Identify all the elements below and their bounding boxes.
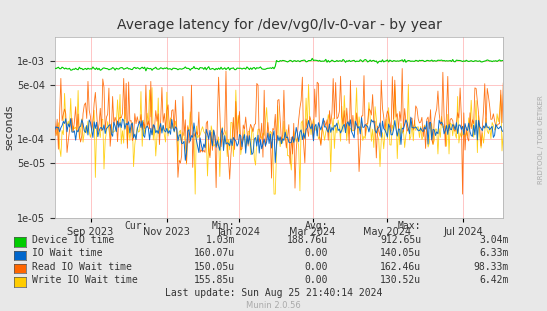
Text: Cur:: Cur: [124, 220, 148, 230]
Text: 6.42m: 6.42m [479, 275, 509, 285]
Text: Munin 2.0.56: Munin 2.0.56 [246, 301, 301, 310]
Text: Read IO Wait time: Read IO Wait time [32, 262, 132, 272]
Text: 0.00: 0.00 [305, 262, 328, 272]
Text: 3.04m: 3.04m [479, 235, 509, 245]
Text: Last update: Sun Aug 25 21:40:14 2024: Last update: Sun Aug 25 21:40:14 2024 [165, 288, 382, 298]
Title: Average latency for /dev/vg0/lv-0-var - by year: Average latency for /dev/vg0/lv-0-var - … [117, 18, 441, 32]
Text: 0.00: 0.00 [305, 275, 328, 285]
Text: 155.85u: 155.85u [194, 275, 235, 285]
Text: 912.65u: 912.65u [380, 235, 421, 245]
Text: Min:: Min: [212, 220, 235, 230]
Text: Max:: Max: [398, 220, 421, 230]
Text: 98.33m: 98.33m [474, 262, 509, 272]
Text: 1.03m: 1.03m [206, 235, 235, 245]
Text: 130.52u: 130.52u [380, 275, 421, 285]
Text: 160.07u: 160.07u [194, 248, 235, 258]
Text: Write IO Wait time: Write IO Wait time [32, 275, 137, 285]
Text: Avg:: Avg: [305, 220, 328, 230]
Text: RRDTOOL / TOBI OETIKER: RRDTOOL / TOBI OETIKER [538, 95, 544, 184]
Text: 150.05u: 150.05u [194, 262, 235, 272]
Text: 6.33m: 6.33m [479, 248, 509, 258]
Text: Device IO time: Device IO time [32, 235, 114, 245]
Y-axis label: seconds: seconds [4, 105, 14, 150]
Text: IO Wait time: IO Wait time [32, 248, 102, 258]
Text: 188.76u: 188.76u [287, 235, 328, 245]
Text: 140.05u: 140.05u [380, 248, 421, 258]
Text: 0.00: 0.00 [305, 248, 328, 258]
Text: 162.46u: 162.46u [380, 262, 421, 272]
